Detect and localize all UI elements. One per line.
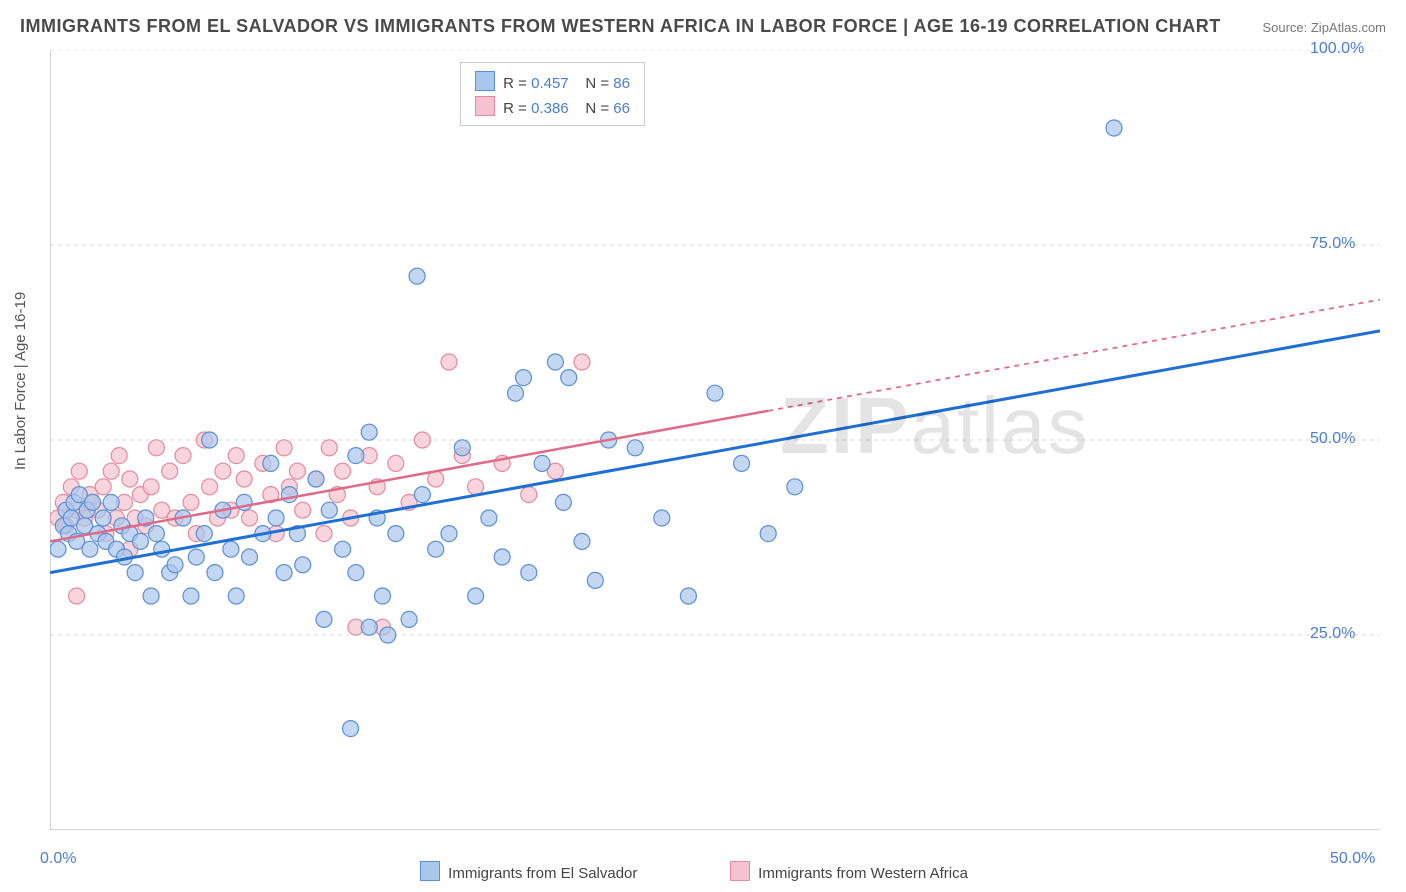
- n-label: N =: [585, 75, 609, 92]
- y-tick-label: 25.0%: [1310, 625, 1355, 643]
- legend-row: R = 0.457 N = 86: [475, 69, 630, 94]
- legend-swatch: [475, 71, 495, 91]
- r-label: R =: [503, 75, 527, 92]
- legend-label: Immigrants from Western Africa: [758, 865, 968, 882]
- legend-swatch: [420, 861, 440, 881]
- r-value: 0.457: [531, 75, 569, 92]
- r-label: R =: [503, 100, 527, 117]
- x-tick-label: 50.0%: [1330, 850, 1375, 868]
- legend-row: R = 0.386 N = 66: [475, 94, 630, 119]
- n-label: N =: [585, 100, 609, 117]
- chart-container: IMMIGRANTS FROM EL SALVADOR VS IMMIGRANT…: [0, 0, 1406, 892]
- watermark-rest: atlas: [910, 381, 1089, 470]
- y-axis-label: In Labor Force | Age 16-19: [12, 292, 29, 470]
- r-value: 0.386: [531, 100, 569, 117]
- y-tick-label: 75.0%: [1310, 235, 1355, 253]
- scatter-plot: [50, 50, 1380, 830]
- n-value: 86: [613, 75, 630, 92]
- y-tick-label: 50.0%: [1310, 430, 1355, 448]
- y-tick-label: 100.0%: [1310, 40, 1364, 58]
- correlation-legend: R = 0.457 N = 86 R = 0.386 N = 66: [460, 62, 645, 126]
- n-value: 66: [613, 100, 630, 117]
- source-label: Source: ZipAtlas.com: [1262, 20, 1386, 35]
- legend-swatch: [475, 96, 495, 116]
- chart-title: IMMIGRANTS FROM EL SALVADOR VS IMMIGRANT…: [20, 16, 1221, 37]
- legend-swatch: [730, 861, 750, 881]
- legend-item: Immigrants from El Salvador: [420, 861, 637, 882]
- watermark: ZIPatlas: [780, 380, 1089, 472]
- legend-item: Immigrants from Western Africa: [730, 861, 968, 882]
- watermark-bold: ZIP: [780, 381, 910, 470]
- x-tick-label: 0.0%: [40, 850, 76, 868]
- legend-label: Immigrants from El Salvador: [448, 865, 637, 882]
